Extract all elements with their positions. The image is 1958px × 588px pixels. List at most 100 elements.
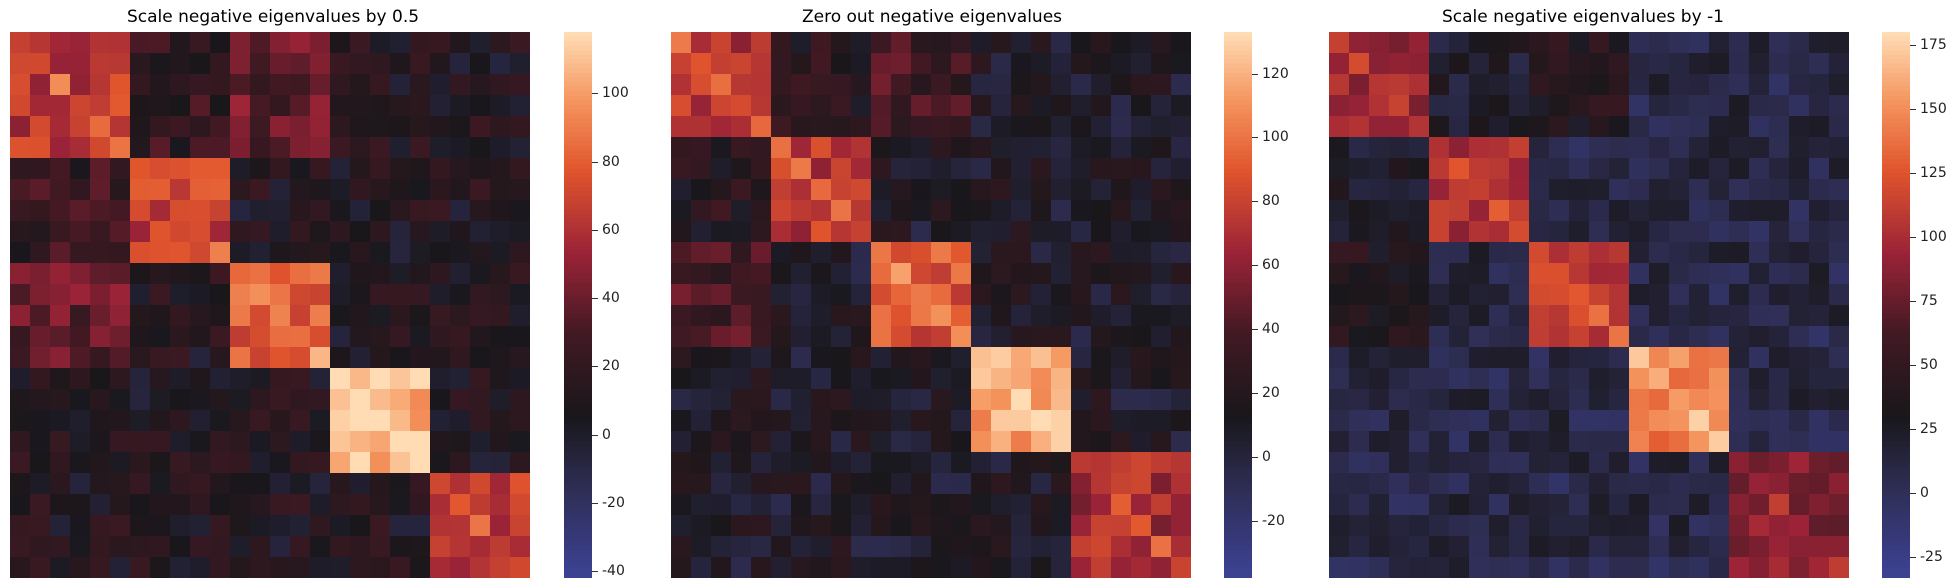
heatmap-cell xyxy=(1749,263,1770,285)
heatmap-cell xyxy=(1011,158,1032,180)
heatmap-cell xyxy=(390,515,411,537)
heatmap-cell xyxy=(30,32,51,54)
colorbar-segment xyxy=(1224,500,1252,506)
colorbar-segment xyxy=(1882,159,1910,165)
colorbar-segment xyxy=(1224,573,1252,578)
heatmap-cell xyxy=(230,389,251,411)
colorbar-segment xyxy=(564,464,592,470)
colorbar-segment xyxy=(1882,550,1910,556)
colorbar-segment xyxy=(1224,373,1252,379)
heatmap-cell xyxy=(310,32,331,54)
heatmap-cell xyxy=(170,347,191,369)
heatmap-cell xyxy=(130,347,151,369)
heatmap-cell xyxy=(70,557,91,578)
heatmap-cell xyxy=(1569,557,1590,578)
heatmap-cell xyxy=(330,242,351,264)
heatmap-cell xyxy=(931,263,952,285)
colorbar-segment xyxy=(564,82,592,88)
colorbar-segment xyxy=(1882,373,1910,379)
heatmap-cell xyxy=(230,305,251,327)
colorbar-segment xyxy=(1882,386,1910,393)
heatmap-cell xyxy=(30,242,51,264)
heatmap-cell xyxy=(310,137,331,159)
heatmap-cell xyxy=(1489,137,1510,159)
heatmap-cell xyxy=(310,305,331,327)
heatmap-cell xyxy=(450,221,471,243)
heatmap-cell xyxy=(1669,368,1690,390)
heatmap-cell xyxy=(791,95,812,117)
heatmap-cell xyxy=(1789,557,1810,578)
heatmap-cell xyxy=(290,410,311,432)
heatmap-cell xyxy=(871,452,892,474)
heatmap-cell xyxy=(310,95,331,117)
heatmap-cell xyxy=(1509,263,1530,285)
heatmap-cell xyxy=(1011,284,1032,306)
heatmap-cell xyxy=(10,368,31,390)
heatmap-cell xyxy=(931,53,952,75)
colorbar-segment xyxy=(1224,396,1252,402)
heatmap-cell xyxy=(831,515,852,537)
colorbar-segment xyxy=(1882,268,1910,274)
heatmap-cell xyxy=(671,326,692,348)
heatmap-cell xyxy=(1409,368,1430,390)
heatmap-cell xyxy=(1429,158,1450,180)
colorbar-segment xyxy=(1882,113,1910,120)
heatmap-cell xyxy=(731,515,752,537)
heatmap-cell xyxy=(1369,557,1390,578)
heatmap-cell xyxy=(1409,431,1430,453)
heatmap-cell xyxy=(791,116,812,138)
heatmap-cell xyxy=(410,368,431,390)
colorbar-segment xyxy=(564,136,592,142)
heatmap-cell xyxy=(811,410,832,432)
heatmap-cell xyxy=(1469,410,1490,432)
heatmap-cell xyxy=(1111,137,1132,159)
heatmap-cell xyxy=(510,494,530,516)
colorbar-segment xyxy=(1224,518,1252,524)
heatmap-cell xyxy=(350,74,371,96)
heatmap-cell xyxy=(1709,536,1730,558)
heatmap-cell xyxy=(1669,473,1690,495)
heatmap-cell xyxy=(150,242,171,264)
colorbar-segment xyxy=(1882,154,1910,160)
heatmap-cell xyxy=(991,389,1012,411)
heatmap-cell xyxy=(1529,557,1550,578)
heatmap-cell xyxy=(891,116,912,138)
heatmap-cell xyxy=(1369,158,1390,180)
heatmap-cell xyxy=(470,158,491,180)
colorbar-segment xyxy=(1224,227,1252,233)
heatmap-cell xyxy=(330,95,351,117)
colorbar-segment xyxy=(1882,559,1910,565)
heatmap-cell xyxy=(871,263,892,285)
heatmap-cell xyxy=(1449,74,1470,96)
heatmap-cell xyxy=(731,158,752,180)
heatmap-cell xyxy=(230,536,251,558)
colorbar-segment xyxy=(564,473,592,479)
colorbar-segment xyxy=(1224,541,1252,547)
colorbar-segment xyxy=(564,218,592,224)
heatmap-cell xyxy=(90,410,111,432)
colorbar-segment xyxy=(564,100,592,106)
heatmap-cell xyxy=(1151,347,1172,369)
heatmap-cell xyxy=(1669,263,1690,285)
heatmap-cell xyxy=(250,32,271,54)
heatmap-cell xyxy=(90,242,111,264)
heatmap-cell xyxy=(911,158,932,180)
colorbar-segment xyxy=(1882,327,1910,333)
heatmap-cell xyxy=(210,53,231,75)
heatmap-cell xyxy=(1749,410,1770,432)
heatmap-cell xyxy=(110,32,131,54)
colorbar-segment xyxy=(1882,491,1910,497)
heatmap-cell xyxy=(1031,95,1052,117)
colorbar-segment xyxy=(564,427,592,433)
heatmap-cell xyxy=(1031,179,1052,201)
heatmap-cell xyxy=(110,95,131,117)
heatmap-cell xyxy=(410,536,431,558)
colorbar-segment xyxy=(564,236,592,242)
heatmap-cell xyxy=(911,557,932,578)
heatmap-cell xyxy=(130,326,151,348)
heatmap-cell xyxy=(851,305,872,327)
heatmap-cell xyxy=(270,410,291,432)
heatmap-cell xyxy=(110,53,131,75)
heatmap-cell xyxy=(1709,515,1730,537)
heatmap-cell xyxy=(1151,389,1172,411)
